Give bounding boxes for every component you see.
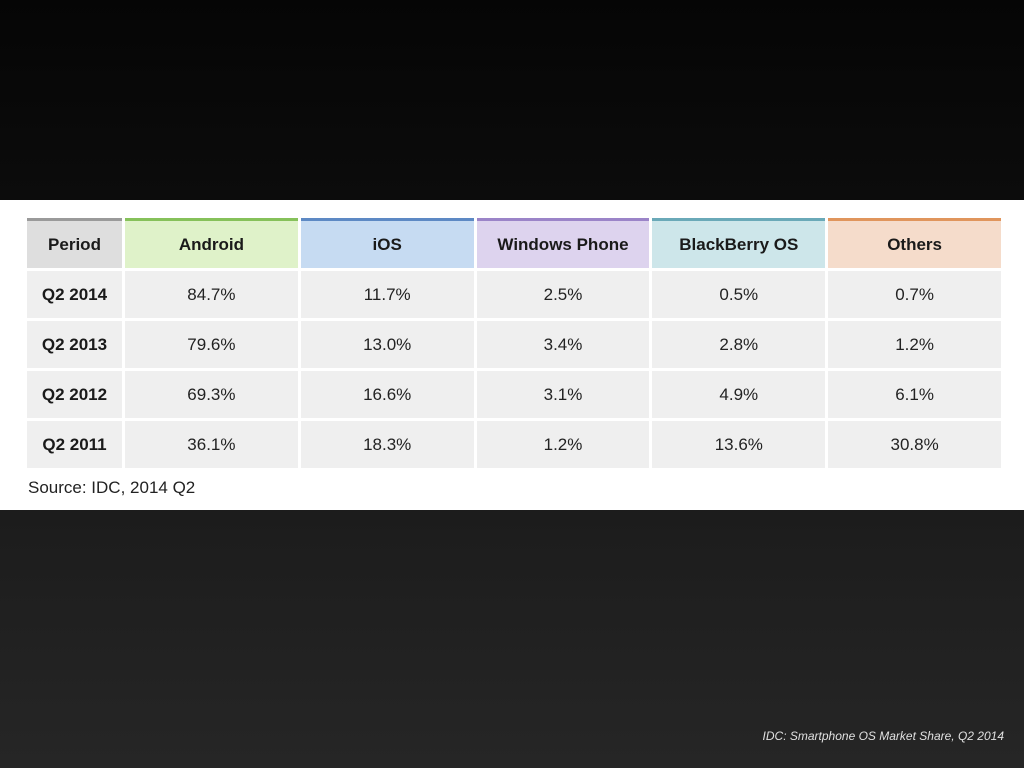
table-row: Q2 2014 84.7% 11.7% 2.5% 0.5% 0.7% <box>27 271 1001 318</box>
header-row: Period Android iOS Windows Phone BlackBe… <box>27 218 1001 268</box>
source-note: Source: IDC, 2014 Q2 <box>28 478 196 497</box>
cell-others: 0.7% <box>828 271 1001 318</box>
row-period: Q2 2014 <box>27 271 122 318</box>
cell-android: 69.3% <box>125 371 298 418</box>
row-period: Q2 2012 <box>27 371 122 418</box>
cell-windows-phone: 3.1% <box>476 371 650 418</box>
table-panel: Period Android iOS Windows Phone BlackBe… <box>0 200 1024 510</box>
cell-blackberry-os: 2.8% <box>652 321 826 368</box>
header-blackberry-os: BlackBerry OS <box>652 218 826 268</box>
cell-others: 6.1% <box>828 371 1001 418</box>
table-row: Q2 2013 79.6% 13.0% 3.4% 2.8% 1.2% <box>27 321 1001 368</box>
header-ios: iOS <box>300 218 474 268</box>
cell-android: 84.7% <box>125 271 298 318</box>
table-row: Q2 2011 36.1% 18.3% 1.2% 13.6% 30.8% <box>27 421 1001 468</box>
header-period: Period <box>27 218 122 268</box>
cell-ios: 11.7% <box>300 271 474 318</box>
cell-blackberry-os: 13.6% <box>652 421 826 468</box>
cell-blackberry-os: 0.5% <box>652 271 826 318</box>
footer-caption: IDC: Smartphone OS Market Share, Q2 2014 <box>762 729 1004 743</box>
header-windows-phone: Windows Phone <box>476 218 650 268</box>
table-row: Q2 2012 69.3% 16.6% 3.1% 4.9% 6.1% <box>27 371 1001 418</box>
cell-android: 79.6% <box>125 321 298 368</box>
header-others: Others <box>828 218 1001 268</box>
row-period: Q2 2013 <box>27 321 122 368</box>
cell-windows-phone: 1.2% <box>476 421 650 468</box>
cell-ios: 13.0% <box>300 321 474 368</box>
header-android: Android <box>125 218 298 268</box>
cell-others: 30.8% <box>828 421 1001 468</box>
cell-ios: 16.6% <box>300 371 474 418</box>
cell-others: 1.2% <box>828 321 1001 368</box>
cell-blackberry-os: 4.9% <box>652 371 826 418</box>
row-period: Q2 2011 <box>27 421 122 468</box>
cell-windows-phone: 2.5% <box>476 271 650 318</box>
cell-windows-phone: 3.4% <box>476 321 650 368</box>
market-share-table: Period Android iOS Windows Phone BlackBe… <box>24 215 1004 471</box>
cell-android: 36.1% <box>125 421 298 468</box>
cell-ios: 18.3% <box>300 421 474 468</box>
